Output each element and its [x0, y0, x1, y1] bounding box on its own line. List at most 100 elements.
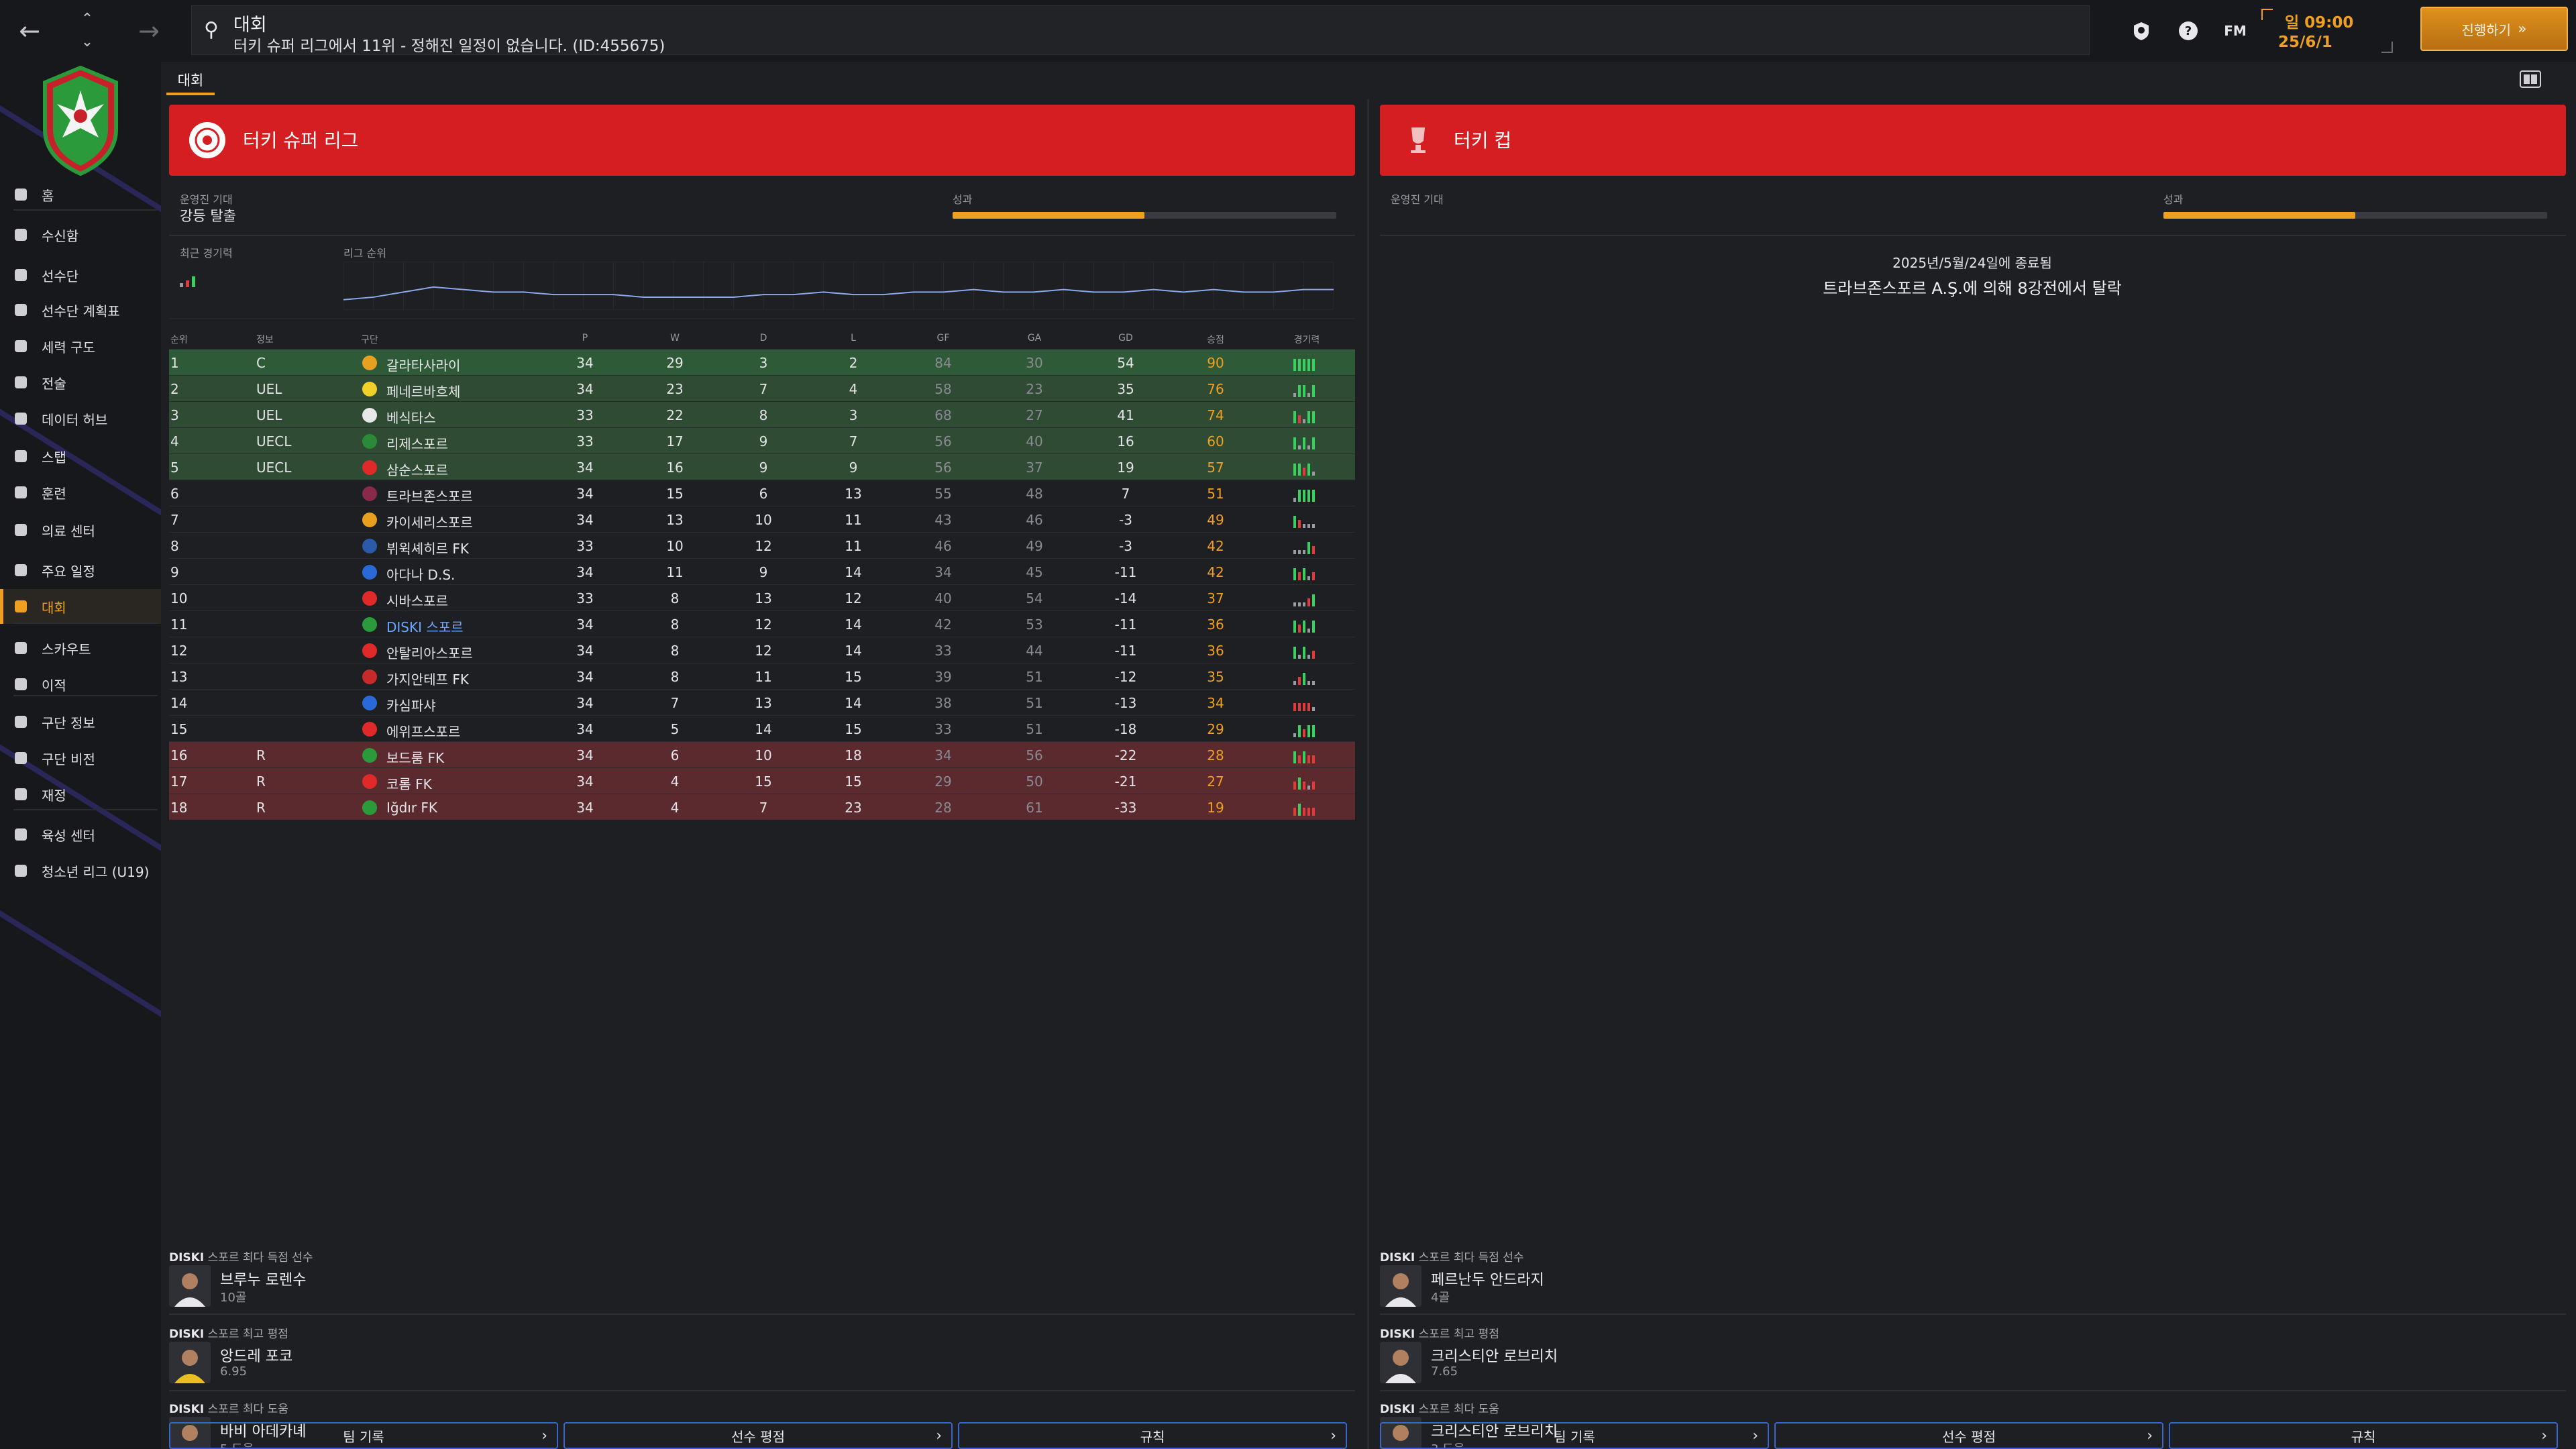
table-row[interactable]: 6 트라브존스포르 34 15 6 13 55 48 7 51	[169, 480, 1355, 506]
sidebar-item-home[interactable]: 홈	[0, 177, 161, 212]
performance-fill	[2163, 212, 2355, 219]
d-cell: 9	[759, 460, 768, 476]
fm-menu-button[interactable]: FM	[2224, 23, 2247, 39]
table-row[interactable]: 2 UEL 페네르바흐체 34 23 7 4 58 23 35 76	[169, 375, 1355, 401]
player-name[interactable]: 브루누 로렌수	[220, 1272, 307, 1289]
sidebar-item-youth[interactable]: 청소년 리그 (U19)	[0, 853, 161, 888]
player-ratings-button[interactable]: 선수 평점 ›	[564, 1422, 953, 1449]
sidebar-item-training[interactable]: 훈련	[0, 475, 161, 510]
pts-cell: 27	[1207, 773, 1224, 790]
chevron-up-icon[interactable]: ⌃	[80, 10, 94, 28]
sidebar-item-inbox[interactable]: 수신함	[0, 217, 161, 252]
player-name[interactable]: 바비 아데카녜	[220, 1424, 307, 1440]
team-badge-icon	[362, 800, 377, 815]
player-avatar[interactable]	[1380, 1342, 1421, 1383]
sidebar-item-trophy[interactable]: 대회	[0, 589, 161, 624]
team-name[interactable]: 시바스포르	[386, 593, 448, 609]
form-bar	[1298, 655, 1301, 659]
table-row[interactable]: 1 C 갈라타사라이 34 29 3 2 84 30 54 90	[169, 349, 1355, 375]
table-row[interactable]: 15 에위프스포르 34 5 14 15 33 51 -18 29	[169, 715, 1355, 741]
help-icon[interactable]: ?	[2172, 15, 2204, 47]
ga-cell: 40	[1026, 433, 1043, 449]
player-avatar[interactable]	[169, 1265, 211, 1307]
team-records-button[interactable]: 팀 기록 ›	[169, 1422, 558, 1449]
sidebar-item-shield[interactable]: 구단 정보	[0, 704, 161, 739]
table-row[interactable]: 4 UECL 리제스포르 33 17 9 7 56 40 16 60	[169, 427, 1355, 453]
team-name[interactable]: 에위프스포르	[386, 724, 461, 740]
table-row[interactable]: 7 카이세리스포르 34 13 10 11 43 46 -3 49	[169, 506, 1355, 532]
table-row[interactable]: 17 R 코롬 FK 34 4 15 15 29 50 -21 27	[169, 767, 1355, 794]
team-name[interactable]: 코롬 FK	[386, 776, 432, 792]
team-name[interactable]: 카심파샤	[386, 698, 436, 714]
sidebar-item-label: 스카우트	[42, 641, 91, 657]
rules-button[interactable]: 규칙 ›	[2169, 1422, 2558, 1449]
sidebar-item-calendar[interactable]: 주요 일정	[0, 553, 161, 588]
team-name[interactable]: Iğdır FK	[386, 800, 438, 816]
tab-competitions[interactable]: 대회	[166, 64, 215, 95]
team-name[interactable]: DISKI 스포르	[386, 619, 464, 635]
sidebar-item-vision[interactable]: 구단 비전	[0, 741, 161, 775]
sidebar-item-data-hub[interactable]: 데이터 허브	[0, 401, 161, 436]
sidebar-item-medical[interactable]: 의료 센터	[0, 513, 161, 547]
player-avatar[interactable]	[1380, 1265, 1421, 1307]
rules-button[interactable]: 규칙 ›	[958, 1422, 1347, 1449]
table-row[interactable]: 10 시바스포르 33 8 13 12 40 54 -14 37	[169, 584, 1355, 610]
table-row[interactable]: 12 안탈리아스포르 34 8 12 14 33 44 -11 36	[169, 637, 1355, 663]
player-ratings-button[interactable]: 선수 평점 ›	[1774, 1422, 2163, 1449]
club-badge-icon[interactable]	[2125, 15, 2157, 47]
team-name[interactable]: 삼순스포르	[386, 462, 448, 478]
cup-header[interactable]: 터키 컵	[1380, 105, 2566, 176]
table-row[interactable]: 8 뷔윅셰히르 FK 33 10 12 11 46 49 -3 42	[169, 532, 1355, 558]
table-row[interactable]: 11 DISKI 스포르 34 8 12 14 42 53 -11 36	[169, 610, 1355, 637]
back-arrow-icon[interactable]: ←	[19, 16, 40, 46]
sidebar-item-dynamics[interactable]: 세력 구도	[0, 329, 161, 364]
league-header[interactable]: 터키 슈퍼 리그	[169, 105, 1355, 176]
sidebar-item-development[interactable]: 육성 센터	[0, 817, 161, 852]
sidebar-item-finance[interactable]: 재정	[0, 777, 161, 812]
table-row[interactable]: 16 R 보드룸 FK 34 6 10 18 34 56 -22 28	[169, 741, 1355, 767]
team-name[interactable]: 안탈리아스포르	[386, 645, 473, 661]
table-row[interactable]: 13 가지안테프 FK 34 8 11 15 39 51 -12 35	[169, 663, 1355, 689]
shirt-icon	[0, 266, 42, 284]
player-name[interactable]: 크리스티안 로브리치	[1431, 1348, 1558, 1365]
team-records-button[interactable]: 팀 기록 ›	[1380, 1422, 1769, 1449]
player-name[interactable]: 크리스티안 로브리치	[1431, 1424, 1558, 1440]
sidebar-item-staff[interactable]: 스탭	[0, 439, 161, 474]
status-message: 터키 슈퍼 리그에서 11위 - 정해진 일정이 없습니다. (ID:45567…	[233, 38, 665, 55]
table-row[interactable]: 5 UECL 삼순스포르 34 16 9 9 56 37 19 57	[169, 453, 1355, 480]
forward-arrow-icon[interactable]: →	[138, 16, 160, 46]
date-display[interactable]: 일 09:00 25/6/1	[2261, 7, 2395, 55]
team-name[interactable]: 리제스포르	[386, 436, 448, 452]
form-indicator	[1293, 355, 1320, 371]
w-cell: 8	[670, 643, 680, 659]
player-avatar[interactable]	[169, 1342, 211, 1383]
team-name[interactable]: 페네르바흐체	[386, 384, 461, 400]
player-name[interactable]: 앙드레 포코	[220, 1348, 293, 1365]
team-name[interactable]: 보드룸 FK	[386, 750, 445, 766]
club-crest-logo[interactable]	[37, 64, 124, 178]
chevron-down-icon[interactable]: ⌄	[80, 33, 94, 50]
table-row[interactable]: 14 카심파샤 34 7 13 14 38 51 -13 34	[169, 689, 1355, 715]
team-name[interactable]: 가지안테프 FK	[386, 672, 469, 688]
team-name[interactable]: 카이세리스포르	[386, 515, 473, 531]
team-name[interactable]: 갈라타사라이	[386, 358, 461, 374]
table-row[interactable]: 18 R Iğdır FK 34 4 7 23 28 61 -33 19	[169, 794, 1355, 820]
search-bar[interactable]: ⚲ 대회 터키 슈퍼 리그에서 11위 - 정해진 일정이 없습니다. (ID:…	[191, 5, 2090, 55]
team-name[interactable]: 뷔윅셰히르 FK	[386, 541, 469, 557]
team-name[interactable]: 아다나 D.S.	[386, 567, 455, 583]
team-name[interactable]: 트라브존스포르	[386, 488, 473, 504]
sidebar-item-clipboard[interactable]: 선수단 계획표	[0, 292, 161, 327]
table-row[interactable]: 3 UEL 베식타스 33 22 8 3 68 27 41 74	[169, 401, 1355, 427]
divider	[169, 1313, 1355, 1315]
player-name[interactable]: 페르난두 안드라지	[1431, 1272, 1544, 1289]
layout-toggle-icon[interactable]	[2516, 66, 2545, 93]
sidebar-divider	[13, 695, 158, 696]
sidebar-item-scout[interactable]: 스카우트	[0, 631, 161, 665]
sidebar-item-shirt[interactable]: 선수단	[0, 258, 161, 292]
table-row[interactable]: 9 아다나 D.S. 34 11 9 14 34 45 -11 42	[169, 558, 1355, 584]
sidebar-item-tactics[interactable]: 전술	[0, 365, 161, 400]
team-name[interactable]: 베식타스	[386, 410, 436, 426]
sidebar-item-transfer[interactable]: 이적	[0, 667, 161, 702]
continue-button[interactable]: 진행하기 »	[2420, 7, 2568, 51]
club-name: DISKI	[169, 1251, 205, 1265]
